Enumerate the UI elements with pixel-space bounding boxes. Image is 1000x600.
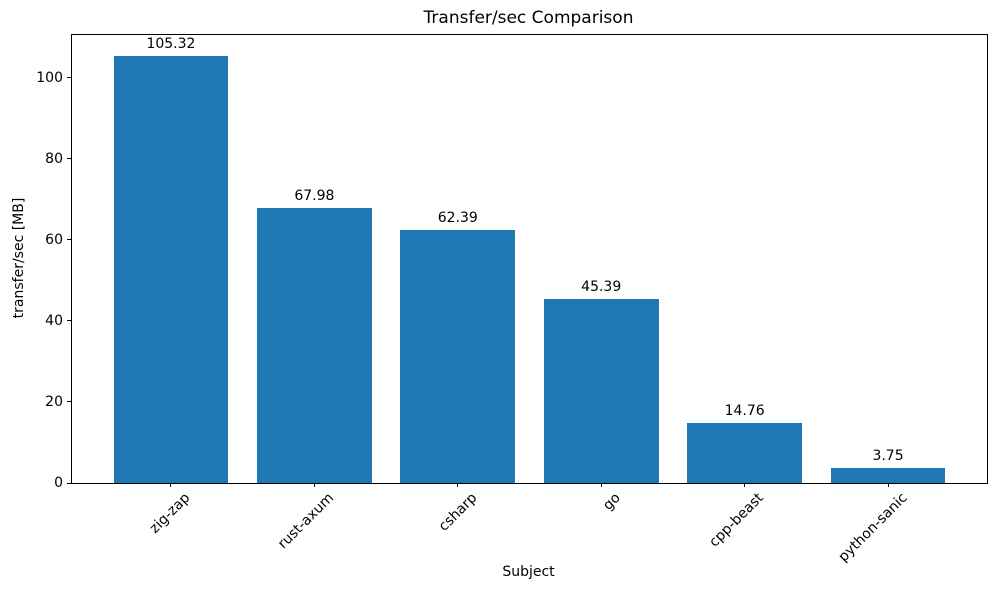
y-tick-label: 80 [45,150,63,167]
x-tick-label: cpp-beast [706,490,767,551]
y-tick-label: 20 [45,393,63,410]
x-tick-label: python-sanic [835,490,911,566]
y-tick-label: 0 [54,475,63,491]
y-tick-label: 40 [45,312,63,329]
chart-title: Transfer/sec Comparison [423,8,634,28]
y-tick-label: 60 [45,231,63,248]
bar-value-label: 105.32 [146,36,196,53]
y-tick-mark [67,482,71,484]
y-tick-mark [67,401,71,403]
x-tick-mark [457,483,459,487]
bar-value-label: 45.39 [581,279,622,296]
bar-value-label: 14.76 [724,403,765,420]
x-tick-mark [170,483,172,487]
y-tick-mark [67,320,71,322]
x-tick-mark [600,483,602,487]
bar-cpp-beast [687,423,802,483]
x-tick-label: rust-axum [274,490,337,553]
y-tick-mark [67,77,71,79]
bar-zig-zap [113,56,229,483]
bar-csharp [400,230,516,483]
bar-go [543,299,659,483]
plot-area: 0 20 40 60 80 100 105.32 zig-zap 67.98 rust-axum 6… [36,34,988,565]
y-tick-mark [67,239,71,241]
x-tick-label: csharp [435,490,481,535]
x-tick-mark [313,483,315,487]
y-tick-mark [67,158,71,160]
x-axis-label: Subject [502,564,555,580]
y-axis-label: transfer/sec [MB] [11,197,27,319]
x-tick-mark [887,483,889,487]
bar-value-label: 67.98 [294,187,335,204]
bar-value-label: 3.75 [872,447,904,464]
bar-rust-axum [257,207,372,483]
x-tick-label: zig-zap [146,490,194,537]
x-tick-mark [744,483,746,487]
y-tick-label: 100 [36,69,63,86]
bar-value-label: 62.39 [437,210,478,227]
x-tick-label: go [599,490,624,514]
bar-python-sanic [830,467,946,483]
